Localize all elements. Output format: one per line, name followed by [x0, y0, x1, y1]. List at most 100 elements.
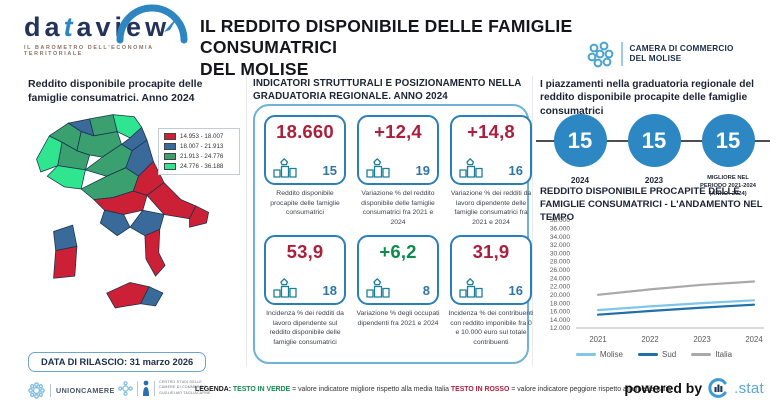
indicators-panel: 18.660 15 Reddito disponibile procapite de… — [253, 104, 534, 364]
page-title-line1: IL REDDITO DISPONIBILE DELLE FAMIGLIE CO… — [200, 16, 573, 58]
gear-flower-icon — [28, 382, 45, 399]
svg-text:26.000: 26.000 — [550, 267, 571, 274]
indicator-card-box: +14,8 16 — [450, 115, 532, 185]
card-rank: 8 — [422, 283, 430, 299]
svg-text:32.000: 32.000 — [550, 242, 571, 249]
svg-text:2024: 2024 — [745, 335, 763, 344]
card-label: Reddito disponibile procapite delle fami… — [270, 190, 340, 217]
release-date-badge: DATA DI RILASCIO: 31 marzo 2026 — [28, 352, 207, 372]
card-label: Incidenza % dei redditi da lavoro dipend… — [266, 310, 344, 346]
rank-circle: 15 — [701, 114, 755, 167]
placement-2024: 15 2024 — [542, 114, 618, 186]
indicators-grid: 18.660 15 Reddito disponibile procapite de… — [262, 115, 534, 347]
svg-text:28.000: 28.000 — [550, 259, 571, 266]
svg-text:30.000: 30.000 — [550, 250, 571, 257]
indicator-card-box: 18.660 15 — [264, 115, 346, 185]
svg-text:2022: 2022 — [641, 335, 658, 344]
powered-by-stat-logo[interactable]: powered by .stat — [624, 378, 764, 398]
indicator-card-box: 53,9 18 — [264, 235, 346, 306]
card-rank: 18 — [322, 283, 337, 299]
placement-best: 15 MIGLIORE NEL PERIODO 2021-2024 (ANNO:… — [690, 114, 766, 198]
indicators-heading: INDICATORI STRUTTURALI E POSIZIONAMENTO … — [253, 78, 522, 102]
podium-icon — [273, 278, 297, 298]
card-rank-row: 16 — [459, 157, 523, 178]
placement-2023: 15 2023 — [616, 114, 692, 186]
card-value: +12,4 — [374, 121, 422, 142]
rank-circle: 15 — [627, 114, 681, 167]
chamber-name: CAMERA DI COMMERCIO DEL MOLISE — [629, 43, 734, 63]
card-rank: 16 — [508, 163, 523, 178]
map-legend-row: 18.007 - 21.913 — [164, 143, 234, 150]
legend-line-swatch — [691, 353, 712, 356]
person-icon — [143, 380, 149, 397]
indicator-card: +14,8 16 Variazione % dei redditi da lavor… — [448, 115, 534, 227]
legend-series-name: Sud — [661, 350, 677, 359]
podium-icon — [459, 158, 483, 178]
powered-by-label: powered by — [624, 380, 703, 396]
logo-tagline: IL BAROMETRO DELL'ECONOMIA TERRITORIALE — [24, 45, 154, 57]
card-value: 18.660 — [276, 121, 334, 142]
tagliacarne-name: CENTRO STUDI DELLE CAMERE DI COMMERCIO G… — [159, 380, 211, 395]
placement-label: 2023 — [644, 176, 664, 185]
indicator-card-box: +12,4 19 — [357, 115, 439, 185]
footer: UNIONCAMERE CENTRO STUDI DELLE CAMERE DI… — [0, 378, 780, 406]
card-rank: 19 — [415, 163, 430, 178]
chart-heading: REDDITO DISPONIBILE PROCAPITE DELLE FAMI… — [540, 186, 763, 223]
map-legend-row: 24.776 - 36.188 — [164, 163, 234, 170]
svg-text:14.000: 14.000 — [550, 317, 571, 324]
svg-text:16.000: 16.000 — [550, 309, 571, 316]
indicator-card: +12,4 19 Variazione % del reddito disponib… — [355, 115, 441, 227]
svg-text:36.000: 36.000 — [550, 226, 571, 233]
divider — [137, 380, 138, 396]
rankings-heading: I piazzamenti nella graduatoria regional… — [540, 79, 754, 117]
svg-text:2021: 2021 — [589, 335, 606, 344]
svg-text:34.000: 34.000 — [550, 234, 571, 241]
card-value: +14,8 — [467, 121, 515, 142]
gauge-icon — [116, 4, 188, 44]
legend-swatch-green — [164, 153, 176, 160]
svg-text:18.000: 18.000 — [550, 300, 571, 307]
legend-swatch-red — [164, 133, 176, 140]
card-label: Variazione % dei redditi da lavoro dipen… — [450, 190, 532, 226]
card-label: Variazione % degli occupati dipendenti f… — [356, 310, 440, 327]
rank-circle: 15 — [553, 114, 607, 167]
svg-text:22.000: 22.000 — [550, 284, 571, 291]
card-rank: 16 — [508, 283, 523, 299]
legend-swatch-blue — [164, 143, 176, 150]
stat-label: .stat — [734, 379, 764, 397]
indicator-card: 31,9 16 Incidenza % dei contribuenti con r… — [448, 235, 534, 347]
legend-line-swatch — [575, 353, 596, 356]
unioncamere-label: UNIONCAMERE — [56, 386, 115, 395]
card-label: Variazione % del reddito disponibile del… — [361, 190, 435, 226]
card-value: +6,2 — [379, 241, 417, 263]
map-section-heading: Reddito disponibile procapite delle fami… — [28, 78, 203, 104]
page-title-line2: DEL MOLISE — [200, 58, 309, 79]
indicator-card: 18.660 15 Reddito disponibile procapite de… — [262, 115, 348, 227]
legend-line-swatch — [637, 353, 658, 356]
color-legend-note: LEGENDA: TESTO IN VERDE = valore indicat… — [195, 386, 671, 393]
legend-item: Molise — [575, 350, 623, 359]
divider — [621, 42, 623, 66]
chamber-logo[interactable]: CAMERA DI COMMERCIO DEL MOLISE — [586, 40, 734, 68]
dataview-logo[interactable]: dataview IL BAROMETRO DELL'ECONOMIA TERR… — [24, 4, 194, 57]
card-rank-row: 15 — [273, 157, 337, 178]
divider — [154, 380, 155, 396]
italy-choropleth-map — [36, 114, 210, 309]
indicator-card-box: 31,9 16 — [450, 235, 532, 306]
svg-text:2023: 2023 — [693, 335, 710, 344]
map-legend-row: 21.913 - 24.776 — [164, 153, 234, 160]
podium-icon — [459, 278, 483, 298]
card-value: 31,9 — [472, 241, 510, 263]
podium-icon — [366, 158, 390, 178]
placement-label: 2024 — [570, 176, 590, 185]
card-rank-row: 8 — [366, 277, 430, 298]
tagliacarne-logo[interactable]: CENTRO STUDI DELLE CAMERE DI COMMERCIO G… — [118, 380, 211, 397]
svg-text:20.000: 20.000 — [550, 292, 571, 299]
page-title: IL REDDITO DISPONIBILE DELLE FAMIGLIE CO… — [200, 16, 590, 80]
legend-series-name: Molise — [599, 350, 623, 359]
svg-text:38.000: 38.000 — [550, 217, 571, 224]
indicator-card-box: +6,2 8 — [357, 235, 439, 306]
unioncamere-logo[interactable]: UNIONCAMERE — [28, 382, 115, 399]
